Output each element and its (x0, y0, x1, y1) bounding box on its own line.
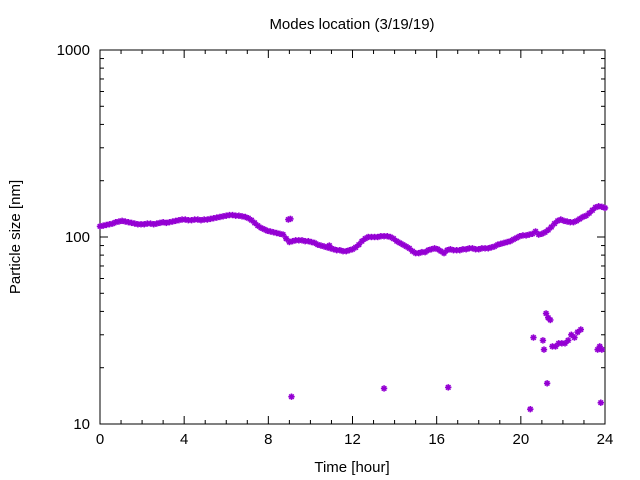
data-point (539, 337, 547, 344)
data-point (577, 326, 585, 333)
chart-title: Modes location (3/19/19) (269, 16, 434, 33)
y-tick-labels: 10 100 1000 (57, 42, 90, 433)
data-point (598, 346, 606, 353)
y-tick-label: 1000 (57, 42, 90, 59)
x-tick-labels: 0 4 8 12 16 20 24 (96, 431, 614, 448)
x-tick-label: 12 (344, 431, 361, 448)
data-point (548, 223, 555, 231)
data-point (530, 334, 537, 341)
y-axis-label: Particle size [nm] (7, 180, 24, 294)
x-tick-label: 0 (96, 431, 104, 448)
data-point (543, 380, 551, 387)
data-point (279, 231, 287, 238)
data-point (527, 405, 534, 413)
data-point (597, 399, 604, 406)
x-axis-label: Time [hour] (314, 459, 389, 476)
x-tick-label: 16 (428, 431, 445, 448)
data-points (96, 203, 609, 413)
data-point (380, 385, 388, 392)
data-point (547, 316, 554, 324)
x-tick-label: 20 (512, 431, 529, 448)
data-point (571, 334, 578, 341)
data-point (601, 204, 609, 212)
axis-ticks (99, 50, 606, 425)
data-point (564, 337, 572, 344)
y-tick-label: 10 (73, 416, 90, 433)
x-tick-label: 4 (180, 431, 188, 448)
data-point (540, 346, 548, 353)
data-point (349, 246, 356, 253)
data-point (326, 242, 333, 249)
x-tick-label: 8 (264, 431, 272, 448)
data-point (288, 393, 295, 400)
data-point (287, 215, 294, 223)
data-point (445, 384, 452, 391)
y-tick-label: 100 (65, 229, 90, 246)
x-tick-label: 24 (597, 431, 614, 448)
